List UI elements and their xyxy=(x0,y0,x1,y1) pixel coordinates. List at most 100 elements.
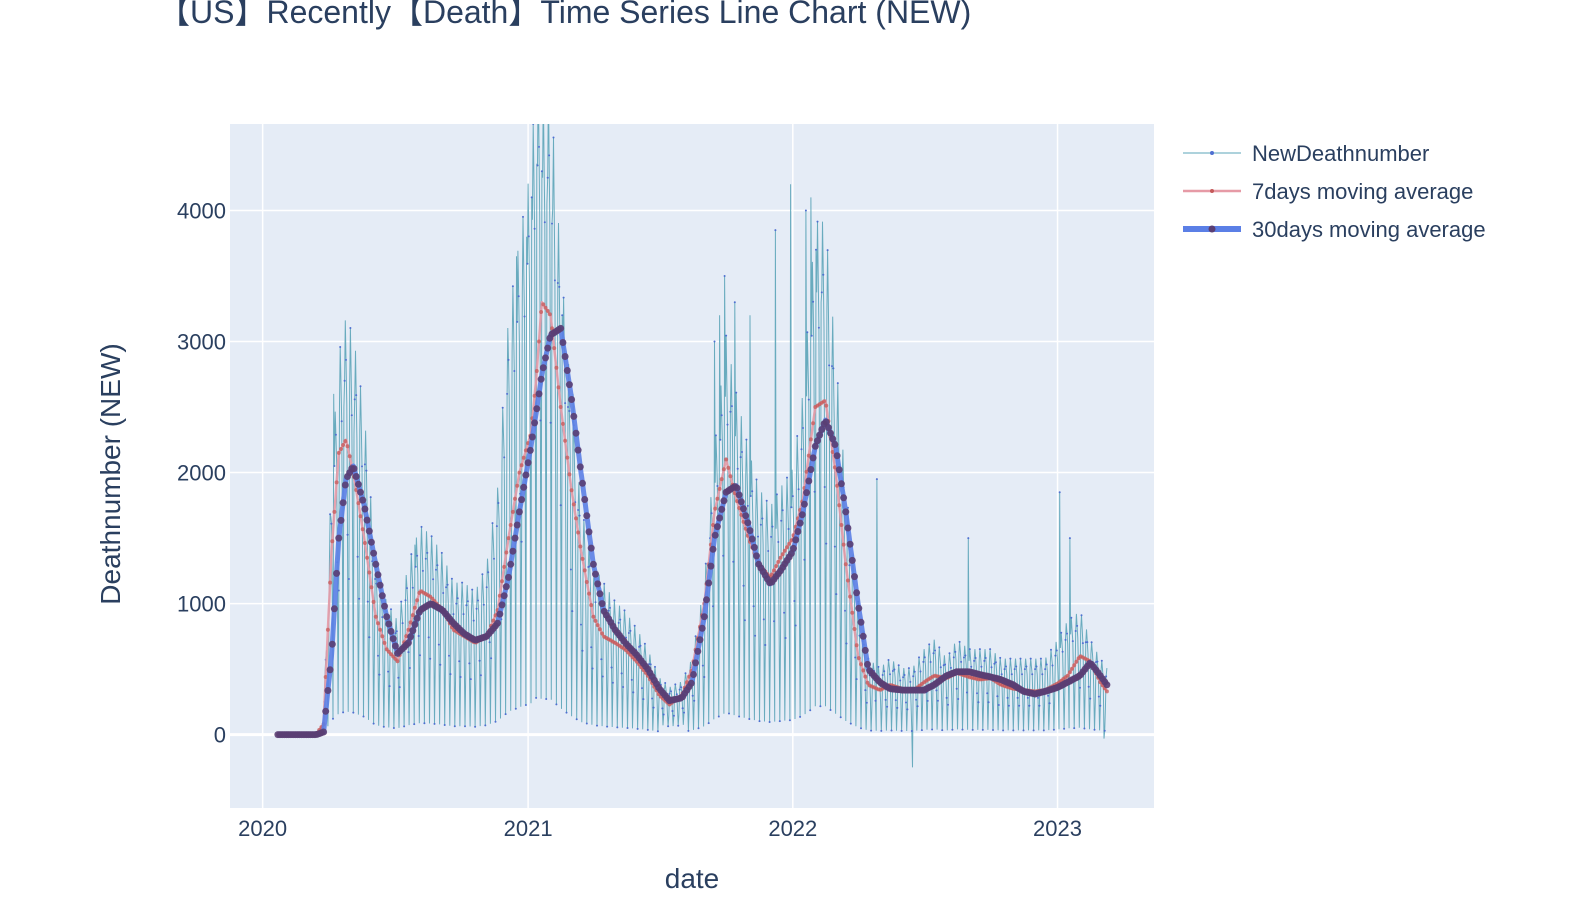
30days-point xyxy=(690,671,697,678)
7days-point xyxy=(558,405,563,409)
newdeathnumber-point xyxy=(427,636,430,639)
7days-point xyxy=(537,339,541,344)
7days-point xyxy=(861,668,866,673)
7days-point xyxy=(772,568,776,573)
30days-point xyxy=(563,367,571,374)
newdeathnumber-point xyxy=(429,657,432,660)
7days-point xyxy=(519,463,524,468)
7days-point xyxy=(341,443,346,447)
newdeathnumber-point xyxy=(555,703,558,706)
newdeathnumber-point xyxy=(607,609,610,612)
newdeathnumber-point xyxy=(377,654,379,657)
newdeathnumber-point xyxy=(905,701,907,704)
30days-point xyxy=(707,562,715,570)
7days-point xyxy=(376,621,380,626)
newdeathnumber-point xyxy=(976,692,978,695)
newdeathnumber-point xyxy=(1081,642,1084,645)
newdeathnumber-point xyxy=(714,434,717,437)
newdeathnumber-point xyxy=(588,565,591,568)
7days-point xyxy=(543,305,548,310)
30days-point xyxy=(404,639,412,647)
newdeathnumber-point xyxy=(913,670,916,673)
newdeathnumber-point xyxy=(891,670,894,672)
newdeathnumber-point xyxy=(984,657,987,659)
newdeathnumber-point xyxy=(1066,632,1068,635)
newdeathnumber-point xyxy=(1070,616,1073,619)
newdeathnumber-point xyxy=(729,410,732,413)
30days-point xyxy=(381,602,388,610)
30days-point xyxy=(533,405,541,413)
30days-point xyxy=(809,454,817,462)
7days-point xyxy=(380,634,385,639)
30days-point xyxy=(827,429,834,437)
newdeathnumber-point xyxy=(733,301,736,304)
7days-point xyxy=(724,457,729,462)
newdeathnumber-point xyxy=(755,478,758,481)
7days-point xyxy=(347,454,352,459)
7days-point xyxy=(595,623,600,628)
30days-point xyxy=(333,569,341,577)
30days-point xyxy=(520,483,528,491)
newdeathnumber-point xyxy=(751,490,754,493)
newdeathnumber-point xyxy=(432,578,435,581)
30days-point xyxy=(539,364,547,372)
7days-point xyxy=(371,599,376,604)
30days-point xyxy=(811,442,819,450)
newdeathnumber-point xyxy=(664,682,667,684)
newdeathnumber-point xyxy=(417,635,420,637)
newdeathnumber-point xyxy=(569,568,572,571)
30days-point xyxy=(596,590,604,598)
7days-point xyxy=(345,444,350,449)
30days-point xyxy=(735,491,743,499)
30days-point xyxy=(855,604,863,612)
30days-point xyxy=(498,601,506,609)
newdeathnumber-point xyxy=(1055,649,1058,652)
newdeathnumber-point xyxy=(875,478,878,481)
newdeathnumber-point xyxy=(900,729,903,732)
newdeathnumber-point xyxy=(944,663,947,666)
7days-point xyxy=(845,578,850,583)
newdeathnumber-point xyxy=(1100,659,1103,662)
7days-point xyxy=(521,455,526,460)
newdeathnumber-point xyxy=(928,643,931,646)
30days-point xyxy=(509,547,517,555)
newdeathnumber-point xyxy=(983,659,986,662)
newdeathnumber-point xyxy=(610,666,613,669)
newdeathnumber-point xyxy=(416,554,419,557)
newdeathnumber-point xyxy=(484,724,487,727)
newdeathnumber-point xyxy=(732,560,735,563)
y-tick-label: 1000 xyxy=(177,592,226,617)
newdeathnumber-point xyxy=(646,728,649,731)
newdeathnumber-point xyxy=(600,658,603,661)
30days-point xyxy=(370,549,378,557)
newdeathnumber-point xyxy=(1037,696,1039,699)
30days-point xyxy=(367,538,375,546)
30days-point xyxy=(703,596,710,604)
newdeathnumber-point xyxy=(513,370,516,372)
newdeathnumber-point xyxy=(514,707,517,710)
30days-point xyxy=(835,466,843,474)
newdeathnumber-point xyxy=(606,725,609,728)
30days-point xyxy=(513,521,521,529)
newdeathnumber-point xyxy=(620,672,623,675)
legend-marker xyxy=(1208,225,1216,233)
newdeathnumber-point xyxy=(742,584,745,587)
30days-point xyxy=(522,471,530,479)
newdeathnumber-point xyxy=(1034,668,1037,671)
7days-point xyxy=(808,437,813,442)
newdeathnumber-point xyxy=(810,334,813,337)
30days-point xyxy=(324,687,332,694)
newdeathnumber-point xyxy=(817,326,820,329)
30days-point xyxy=(737,498,745,506)
newdeathnumber-point xyxy=(1007,704,1010,707)
30days-point xyxy=(391,642,399,650)
newdeathnumber-point xyxy=(1058,491,1061,494)
newdeathnumber-point xyxy=(926,699,929,702)
newdeathnumber-point xyxy=(1021,673,1023,676)
30days-point xyxy=(535,390,543,398)
newdeathnumber-point xyxy=(883,670,886,673)
x-axis-ticks: 2020 2021 2022 2023 xyxy=(238,816,1082,841)
newdeathnumber-point xyxy=(903,674,906,676)
newdeathnumber-point xyxy=(880,729,883,732)
newdeathnumber-point xyxy=(759,523,762,526)
